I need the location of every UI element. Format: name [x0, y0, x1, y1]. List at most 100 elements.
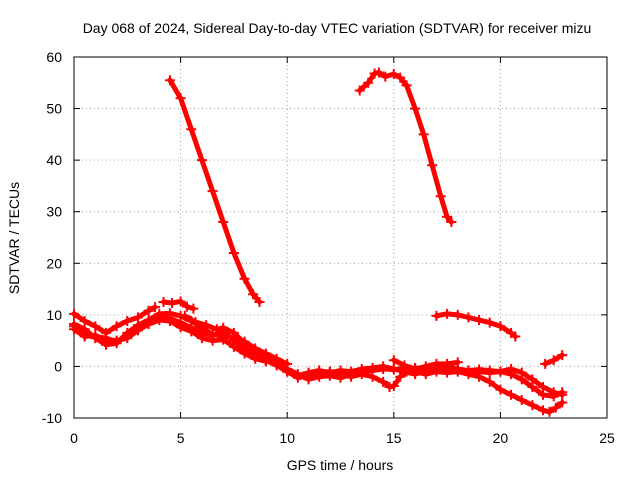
series-track-10 [388, 355, 463, 375]
data-point [435, 191, 446, 202]
data-point [399, 360, 410, 371]
data-point [154, 315, 165, 326]
series-line [357, 69, 454, 225]
y-tick-label: 20 [46, 255, 62, 271]
data-point [510, 331, 521, 342]
data-point [516, 367, 527, 378]
data-point [395, 371, 406, 382]
data-point [254, 296, 265, 307]
data-point [143, 305, 154, 316]
data-point [463, 365, 474, 376]
data-point [69, 308, 79, 319]
data-point [516, 394, 527, 405]
plot-area-frame [73, 56, 608, 419]
data-point [431, 358, 442, 369]
data-point [431, 310, 442, 321]
data-point [335, 365, 346, 376]
data-point [540, 358, 551, 369]
data-point [181, 301, 192, 312]
data-point [69, 324, 79, 335]
data-point [158, 296, 169, 307]
data-point [111, 321, 122, 332]
data-point [495, 384, 506, 395]
data-point [303, 367, 314, 378]
data-point [484, 376, 495, 387]
series-track-12 [540, 350, 568, 369]
series-line [167, 77, 262, 305]
series-track-3 [69, 302, 161, 338]
data-point [122, 333, 133, 344]
x-tick-label: 25 [599, 430, 615, 446]
data-point [207, 335, 218, 346]
series-layer [69, 67, 568, 417]
data-point [179, 310, 190, 321]
y-tick-label: 10 [46, 307, 62, 323]
data-point [175, 296, 186, 307]
data-point [527, 400, 538, 411]
data-point [248, 289, 259, 300]
data-point [239, 273, 250, 284]
data-point [418, 129, 429, 140]
data-point [90, 330, 101, 341]
data-point [111, 335, 122, 346]
data-point [367, 371, 378, 382]
x-axis-label: GPS time / hours [287, 457, 394, 473]
series-track-11 [431, 308, 521, 342]
x-tick-label: 15 [386, 430, 402, 446]
data-point [239, 338, 250, 349]
data-point [388, 381, 399, 392]
data-point [100, 334, 111, 345]
x-tick-label: 10 [279, 430, 295, 446]
data-point [442, 308, 453, 319]
data-point [239, 348, 250, 359]
data-point [186, 124, 197, 135]
data-point [442, 211, 453, 222]
series-track-4 [158, 296, 199, 314]
data-point [544, 406, 555, 417]
data-point [175, 93, 186, 104]
data-point [484, 317, 495, 328]
data-point [506, 389, 517, 400]
data-point [122, 316, 133, 327]
data-point [201, 320, 212, 331]
data-point [388, 69, 399, 80]
data-point [228, 327, 239, 338]
data-point [143, 319, 154, 330]
data-point [314, 365, 325, 376]
x-tick-label: 5 [177, 430, 185, 446]
data-point [373, 67, 384, 78]
data-point [463, 312, 474, 323]
y-tick-label: 0 [54, 358, 62, 374]
data-point [538, 382, 549, 393]
data-point [260, 355, 271, 366]
data-point [495, 321, 506, 332]
data-point [367, 362, 378, 373]
data-point [548, 387, 559, 398]
series-track-9 [260, 355, 568, 400]
data-point [218, 322, 229, 333]
data-point [550, 402, 561, 413]
series-track-1 [164, 75, 265, 307]
data-point [346, 366, 357, 377]
data-point [363, 77, 374, 88]
data-point [250, 345, 261, 356]
data-point [282, 366, 293, 377]
data-point [420, 361, 431, 372]
data-point [150, 302, 161, 313]
data-point [164, 75, 175, 86]
data-point [378, 361, 389, 372]
data-point [324, 367, 335, 378]
data-point [380, 71, 391, 82]
chart-title: Day 068 of 2024, Sidereal Day-to-day VTE… [83, 20, 592, 36]
data-point [90, 321, 101, 332]
data-point [395, 72, 406, 83]
x-tick-label: 20 [493, 430, 509, 446]
data-point [484, 365, 495, 376]
data-point [228, 247, 239, 258]
data-point [388, 355, 399, 366]
data-point [207, 186, 218, 197]
data-point [452, 309, 463, 320]
data-point [557, 350, 568, 361]
series-track-8 [179, 310, 568, 417]
